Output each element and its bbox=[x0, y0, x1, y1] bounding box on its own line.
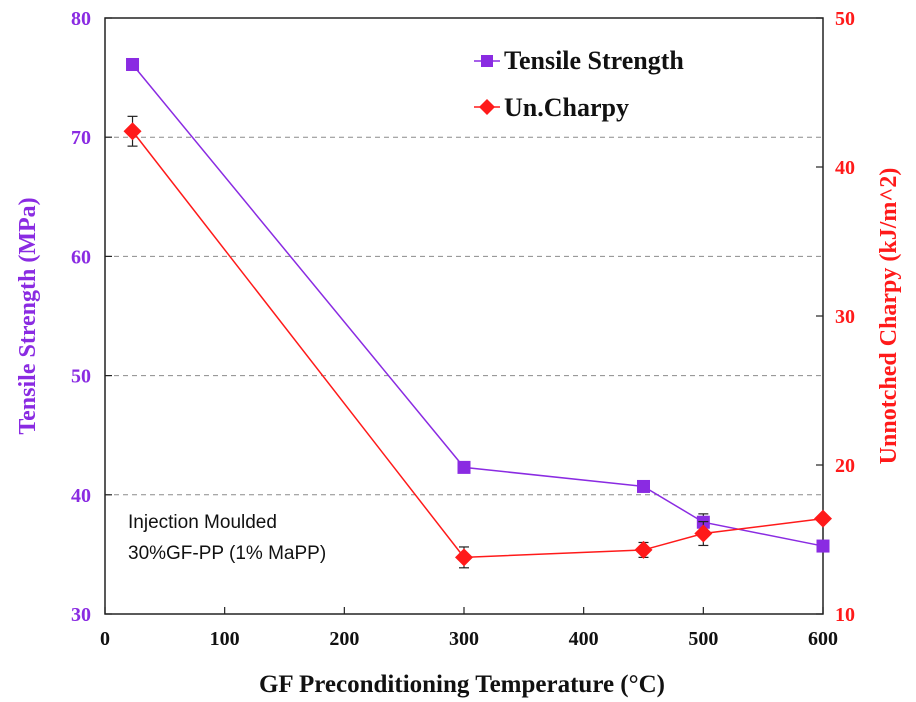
y-tick-label: 60 bbox=[71, 246, 91, 268]
data-point bbox=[126, 57, 140, 71]
x-axis-title: GF Preconditioning Temperature (°C) bbox=[259, 671, 665, 698]
legend-label-tensile: Tensile Strength bbox=[504, 46, 684, 75]
y2-tick-label: 50 bbox=[835, 8, 855, 30]
legend-label-charpy: Un.Charpy bbox=[504, 93, 629, 122]
x-tick-label: 600 bbox=[808, 628, 838, 650]
y2-tick-label: 30 bbox=[835, 306, 855, 328]
series-un-charpy bbox=[123, 115, 832, 569]
data-point bbox=[694, 524, 713, 543]
y-axis-title: Tensile Strength (MPa) bbox=[15, 197, 41, 434]
legend: Tensile Strength Un.Charpy bbox=[474, 46, 684, 122]
data-point bbox=[816, 539, 830, 553]
y-tick-label: 40 bbox=[71, 485, 91, 507]
x-tick-label: 300 bbox=[449, 628, 479, 650]
data-point bbox=[455, 548, 473, 567]
y-tick-label: 80 bbox=[71, 8, 91, 30]
y2-tick-label: 20 bbox=[835, 455, 855, 477]
series-tensile-strength bbox=[126, 57, 830, 553]
legend-marker-tensile bbox=[481, 55, 493, 67]
data-point bbox=[814, 509, 832, 528]
x-tick-label: 0 bbox=[100, 628, 110, 650]
y-tick-label: 50 bbox=[71, 366, 91, 388]
annotation-line-2: 30%GF-PP (1% MaPP) bbox=[128, 543, 326, 564]
series-line bbox=[131, 130, 824, 559]
y2-axis-title: Unnotched Charpy (kJ/m^2) bbox=[876, 168, 902, 465]
y-tick-label: 70 bbox=[71, 127, 91, 149]
data-point bbox=[457, 460, 471, 474]
y-tick-label: 30 bbox=[71, 604, 91, 626]
data-point bbox=[637, 479, 650, 493]
y2-tick-label: 40 bbox=[835, 157, 855, 179]
data-point bbox=[634, 540, 653, 559]
gridlines bbox=[105, 136, 823, 496]
data-point bbox=[123, 122, 142, 141]
x-tick-label: 200 bbox=[329, 628, 359, 650]
series-layer bbox=[123, 57, 832, 569]
x-tick-label: 400 bbox=[569, 628, 599, 650]
x-tick-label: 500 bbox=[688, 628, 718, 650]
y2-tick-label: 10 bbox=[835, 604, 855, 626]
x-tick-label: 100 bbox=[210, 628, 240, 650]
annotation-line-1: Injection Moulded bbox=[128, 512, 277, 533]
legend-marker-charpy bbox=[479, 99, 495, 115]
